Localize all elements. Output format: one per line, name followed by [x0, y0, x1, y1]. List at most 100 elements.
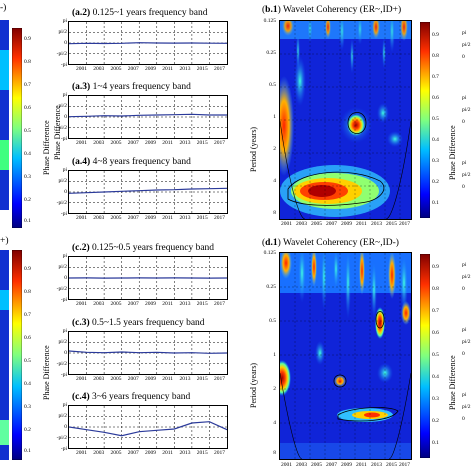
year-tick-label: 2005 — [110, 301, 122, 307]
line-panel-a4-yticks: pi pi/2 0 -pi/2 -pi — [54, 167, 68, 217]
phase-tick-label: -pi — [60, 62, 67, 68]
phase-tick-label: pi — [62, 18, 67, 24]
year-tick-label: 2015 — [196, 215, 208, 221]
line-panel-a2-plot — [68, 21, 228, 65]
year-tick-label: 2013 — [179, 215, 191, 221]
year-tick-label: 2015 — [196, 450, 208, 456]
line-panel-a4-xticks: 2001 2003 2005 2007 2009 2011 2013 2015 2017 — [68, 215, 228, 223]
wavelet-d1-period-ticks: 0.125 0.25 0.5 1 2 4 8 — [263, 250, 276, 456]
line-panel-c2-title: (c.2) 0.125~0.5 years frequency band — [72, 243, 215, 253]
phase-tick-label: 0 — [64, 424, 67, 430]
year-tick-label: 2009 — [145, 66, 156, 72]
left-colorbar-top — [12, 28, 22, 228]
year-tick-label: 2001 — [76, 450, 87, 456]
phase-tick-label: pi/2 — [58, 29, 67, 35]
wavelet-d1-colorbar — [420, 254, 430, 458]
wavelet-d1-right-phase-ticks: pi pi/2 0 pi pi/2 0 pi pi/2 0 — [462, 262, 471, 422]
year-tick-label: 2013 — [179, 450, 191, 456]
wavelet-b1-right-phase-ticks: pi pi/2 0 pi pi/2 0 pi pi/2 0 — [462, 30, 471, 190]
phase-tick-label: pi — [62, 92, 67, 98]
wavelet-b1-year-ticks: 2001 2003 2005 2007 2009 2011 2013 2015 … — [281, 221, 410, 227]
year-tick-label: 2015 — [196, 376, 208, 382]
left-axis-label-bottom: Phase Difference — [42, 345, 51, 400]
wavelet-b1-period-ticks: 0.125 0.25 0.5 1 2 4 8 — [263, 18, 276, 216]
year-tick-label: 2011 — [162, 376, 174, 382]
line-panel-c4-xticks: 2001 2003 2005 2007 2009 2011 2013 2015 2017 — [68, 450, 228, 458]
line-panel-a2-yticks: pi pi/2 0 -pi/2 -pi — [54, 18, 68, 68]
phase-tick-label: pi/2 — [58, 178, 67, 184]
year-tick-label: 2001 — [76, 376, 87, 382]
year-tick-label: 2017 — [214, 376, 225, 382]
year-tick-label: 2005 — [110, 450, 122, 456]
year-tick-label: 2003 — [93, 140, 105, 146]
phase-series-line — [69, 187, 227, 194]
year-tick-label: 2011 — [162, 301, 174, 307]
phase-tick-label: pi — [62, 328, 67, 334]
year-tick-label: 2013 — [179, 301, 191, 307]
year-tick-label: 2005 — [110, 215, 122, 221]
year-tick-label: 2007 — [127, 450, 139, 456]
year-tick-label: 2003 — [93, 301, 105, 307]
year-tick-label: 2017 — [214, 450, 225, 456]
left-title-top-fragment: -) — [0, 3, 7, 13]
line-panel-a4-title: (a.4) 4~8 years frequency band — [72, 157, 191, 167]
year-tick-label: 2017 — [214, 301, 225, 307]
phase-tick-label: -pi/2 — [56, 286, 67, 292]
year-tick-label: 2001 — [76, 301, 87, 307]
phase-tick-label: -pi/2 — [56, 51, 67, 57]
line-panel-a4-plot — [68, 170, 228, 214]
line-panel-a2-title: (a.2) 0.125~1 years frequency band — [72, 8, 208, 18]
wavelet-b1-colorbar-ticks: 0.9 0.8 0.7 0.6 0.5 0.4 0.3 0.2 0.1 — [432, 32, 439, 206]
left-axis-label-top: Phase Difference — [42, 120, 51, 175]
line-panel-c3-plot — [68, 331, 228, 375]
year-tick-label: 2017 — [214, 215, 225, 221]
year-tick-label: 2005 — [110, 140, 122, 146]
year-tick-label: 2009 — [145, 450, 156, 456]
wavelet-d1-right-label: Phase Difference — [448, 355, 457, 410]
phase-tick-label: pi/2 — [58, 264, 67, 270]
wavelet-b1-right-label: Phase Difference — [448, 125, 457, 180]
year-tick-label: 2015 — [196, 301, 208, 307]
phase-series-line — [69, 113, 227, 118]
line-panel-c3-title: (c.3) 0.5~1.5 years frequency band — [72, 318, 205, 328]
left-colorbar-top-ticks: 0.9 0.8 0.7 0.6 0.5 0.4 0.3 0.2 0.1 — [24, 36, 31, 224]
line-panel-c4-plot — [68, 405, 228, 449]
phase-tick-label: -pi/2 — [56, 361, 67, 367]
line-panel-a2-xticks: 2001 2003 2005 2007 2009 2011 2013 2015 2017 — [68, 66, 228, 74]
phase-tick-label: 0 — [64, 40, 67, 46]
left-heatmap-top — [0, 20, 9, 210]
year-tick-label: 2013 — [179, 376, 191, 382]
phase-tick-label: -pi/2 — [56, 200, 67, 206]
phase-tick-label: pi — [62, 402, 67, 408]
wavelet-b1-title: (b.1) Wavelet Coherency (ER~,ID+) — [262, 5, 402, 15]
year-tick-label: 2007 — [127, 215, 139, 221]
phase-tick-label: pi — [62, 167, 67, 173]
year-tick-label: 2015 — [196, 66, 208, 72]
phase-tick-label: -pi/2 — [56, 125, 67, 131]
year-tick-label: 2001 — [76, 66, 87, 72]
line-panel-c4-yticks: pi pi/2 0 -pi/2 -pi — [54, 402, 68, 452]
year-tick-label: 2011 — [162, 215, 174, 221]
wavelet-b1-colorbar — [420, 22, 430, 218]
year-tick-label: 2003 — [93, 450, 105, 456]
year-tick-label: 2003 — [93, 376, 105, 382]
left-heatmap-bottom — [0, 250, 9, 460]
year-tick-label: 2015 — [196, 140, 208, 146]
year-tick-label: 2011 — [162, 450, 174, 456]
line-panel-c2-plot — [68, 256, 228, 300]
left-title-bottom-fragment: +) — [0, 236, 9, 246]
year-tick-label: 2013 — [179, 140, 191, 146]
year-tick-label: 2007 — [127, 140, 139, 146]
phase-tick-label: -pi — [60, 372, 67, 378]
left-colorbar-bottom-ticks: 0.9 0.8 0.7 0.6 0.5 0.4 0.3 0.2 0.1 — [24, 266, 31, 454]
line-panel-c2-xticks: 2001 2003 2005 2007 2009 2011 2013 2015 2017 — [68, 301, 228, 309]
year-tick-label: 2009 — [145, 301, 156, 307]
year-tick-label: 2003 — [93, 66, 105, 72]
year-tick-label: 2011 — [162, 140, 174, 146]
wavelet-d1-plot — [279, 252, 412, 460]
phase-series-line — [69, 42, 227, 45]
wavelet-b1-plot — [279, 20, 412, 220]
line-panel-c3-xticks: 2001 2003 2005 2007 2009 2011 2013 2015 2017 — [68, 376, 228, 384]
year-tick-label: 2007 — [127, 301, 139, 307]
phase-tick-label: pi/2 — [58, 103, 67, 109]
